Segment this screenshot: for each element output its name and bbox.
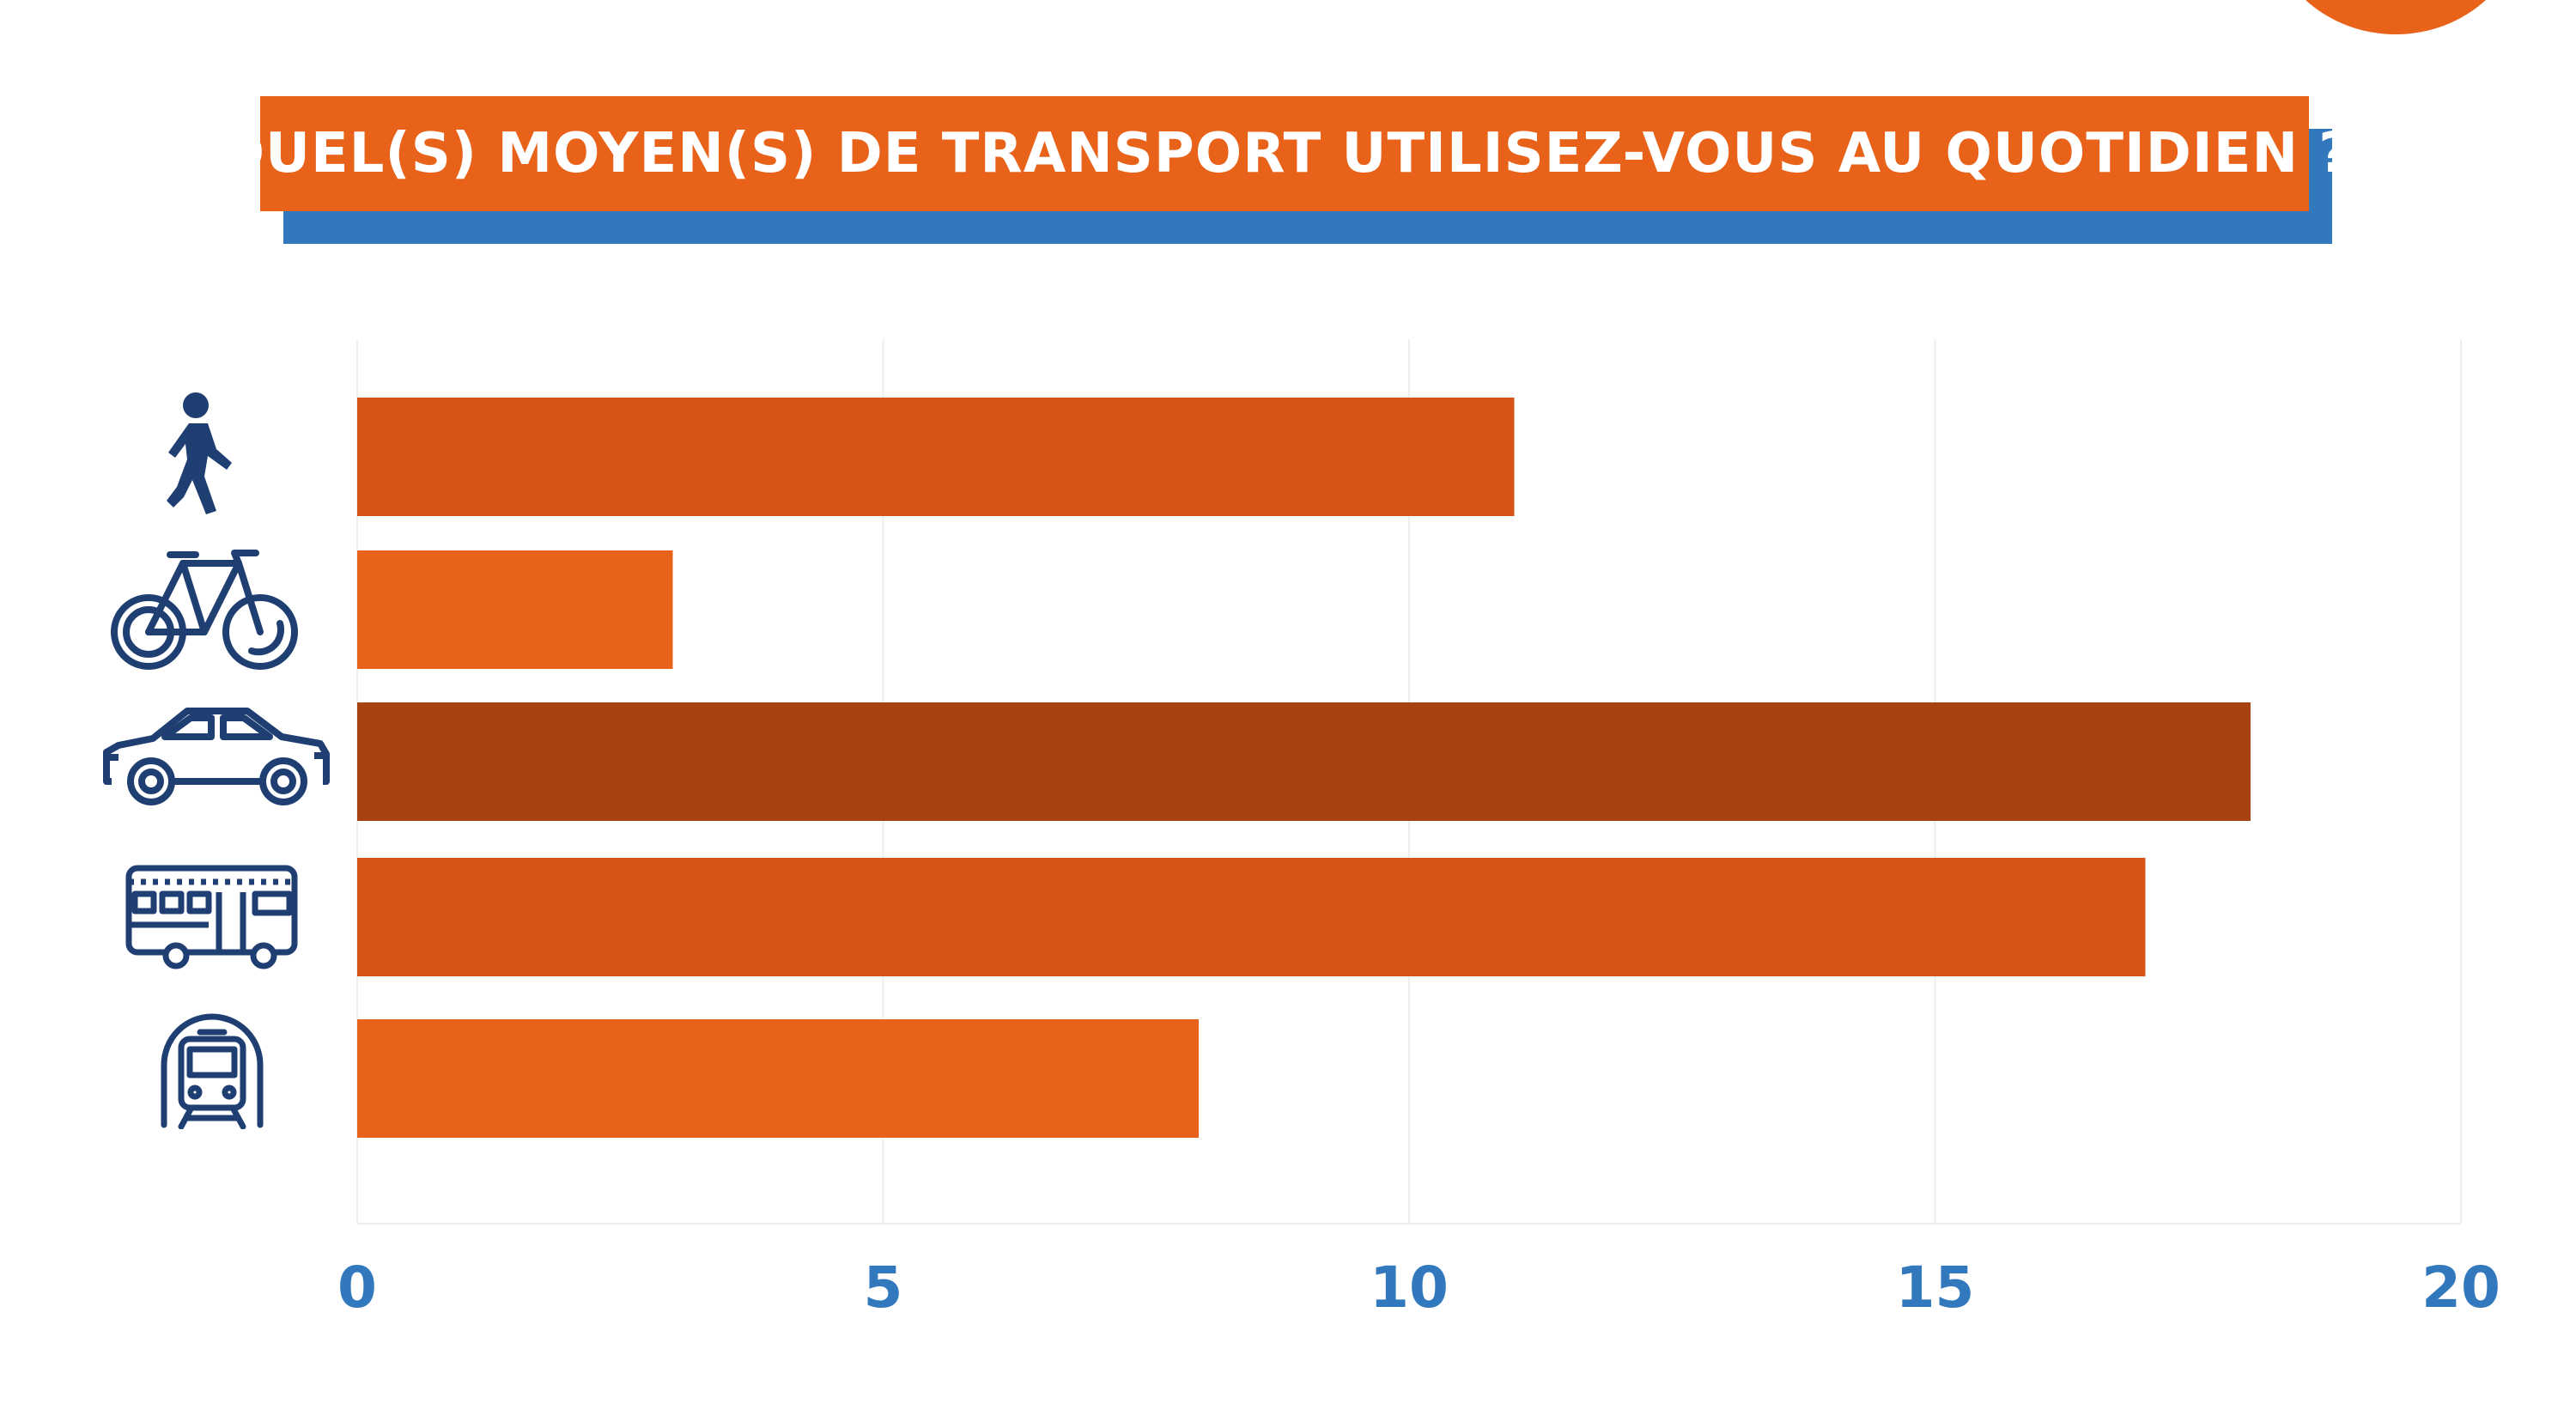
bar-bicycle [357,550,673,669]
x-tick-label: 0 [337,1255,377,1321]
car-icon [101,702,333,810]
bars [357,398,2251,1138]
x-tick-label: 5 [864,1255,903,1321]
bar-metro [357,1019,1199,1138]
bar-car [357,702,2251,821]
bus-icon [125,863,301,970]
bicycle-icon [110,548,299,672]
x-tick-label: 10 [1370,1255,1449,1321]
x-tick-label: 15 [1896,1255,1975,1321]
x-axis-ticks: 0 5 10 15 20 [337,1255,2500,1321]
walking-icon [163,391,240,520]
bar-walking [357,398,1515,516]
x-tick-label: 20 [2421,1255,2500,1321]
chart-title: QUEL(S) MOYEN(S) DE TRANSPORT UTILISEZ-V… [217,122,2352,185]
bar-bus [357,858,2146,976]
metro-icon [159,1013,266,1129]
title-banner: QUEL(S) MOYEN(S) DE TRANSPORT UTILISEZ-V… [218,96,2350,211]
